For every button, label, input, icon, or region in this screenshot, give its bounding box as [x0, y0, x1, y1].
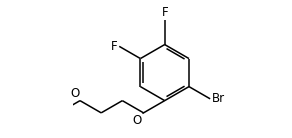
Text: O: O [70, 87, 79, 100]
Text: O: O [133, 114, 142, 127]
Text: Br: Br [212, 92, 225, 105]
Text: F: F [161, 6, 168, 19]
Text: F: F [111, 40, 118, 53]
